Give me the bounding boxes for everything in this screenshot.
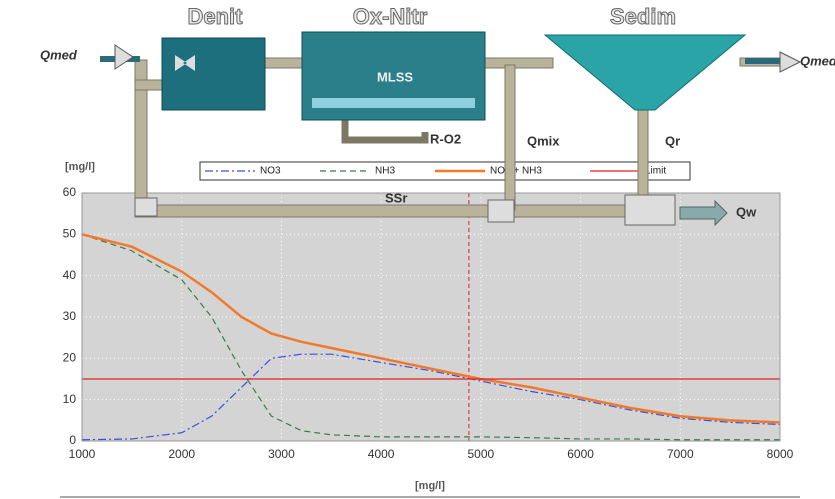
diagram-label: R-O2 bbox=[430, 131, 461, 146]
legend-label: NO3 bbox=[260, 166, 281, 177]
y-tick-label: 10 bbox=[63, 392, 77, 406]
y-tick-label: 30 bbox=[63, 309, 77, 323]
diagram-label: Sedim bbox=[610, 4, 676, 29]
y-tick-label: 0 bbox=[69, 433, 76, 447]
x-tick-label: 7000 bbox=[667, 447, 694, 461]
x-tick-label: 3000 bbox=[268, 447, 295, 461]
x-tick-label: 2000 bbox=[168, 447, 195, 461]
x-axis-label: [mg/l] bbox=[415, 480, 445, 492]
y-tick-label: 60 bbox=[63, 185, 77, 199]
x-tick-label: 8000 bbox=[767, 447, 794, 461]
legend-label: NH3 bbox=[375, 166, 395, 177]
diagram-label: Ox-Nitr bbox=[353, 4, 428, 29]
y-tick-label: 50 bbox=[63, 227, 77, 241]
diagram-label: Qmed bbox=[800, 53, 835, 68]
diagram-label: Qmed bbox=[40, 47, 78, 62]
diagram-label: Denit bbox=[188, 4, 244, 29]
diagram-label: Qmix bbox=[527, 133, 560, 148]
diagram-label: MLSS bbox=[377, 69, 413, 84]
chart: [mg/l] [mg/l] NO3NH3NO3 + NH3Limit bbox=[0, 0, 835, 499]
x-tick-label: 1000 bbox=[69, 447, 96, 461]
diagram-label: SSr bbox=[385, 190, 407, 205]
diagram-label: Qw bbox=[736, 204, 757, 219]
legend-label: NO3 + NH3 bbox=[490, 166, 542, 177]
x-tick-label: 4000 bbox=[368, 447, 395, 461]
y-axis-label: [mg/l] bbox=[65, 161, 95, 173]
diagram-label: Qr bbox=[665, 133, 680, 148]
y-tick-label: 40 bbox=[63, 268, 77, 282]
y-tick-label: 20 bbox=[63, 351, 77, 365]
x-tick-label: 5000 bbox=[468, 447, 495, 461]
x-tick-label: 6000 bbox=[567, 447, 594, 461]
